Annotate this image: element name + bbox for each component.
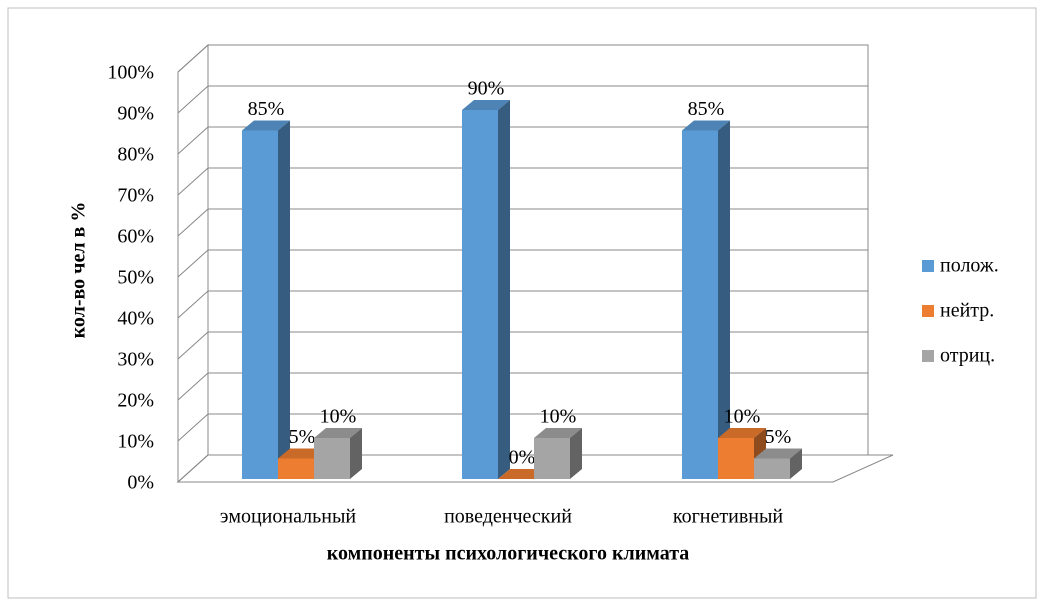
bar-side bbox=[718, 120, 730, 479]
grid-line bbox=[177, 249, 868, 278]
grid-line bbox=[177, 167, 868, 196]
y-tick-label: 70% bbox=[117, 185, 154, 207]
x-tick-label: эмоциональный bbox=[220, 506, 356, 528]
grid-line bbox=[177, 290, 868, 319]
y-tick-label: 40% bbox=[117, 308, 154, 330]
grid-line bbox=[177, 208, 868, 237]
legend-swatch bbox=[922, 350, 934, 362]
bar-top bbox=[682, 120, 730, 131]
x-tick-label: когнетивный bbox=[673, 506, 784, 528]
bar bbox=[314, 428, 362, 479]
bar bbox=[754, 448, 802, 479]
bar-top bbox=[534, 428, 582, 438]
grid-line bbox=[177, 331, 868, 360]
grid-line bbox=[177, 44, 868, 73]
grid-line bbox=[177, 454, 868, 483]
data-label: 10% bbox=[320, 406, 357, 428]
y-tick-label: 0% bbox=[127, 472, 154, 494]
y-tick-label: 20% bbox=[117, 390, 154, 412]
bar-side bbox=[570, 428, 582, 479]
y-tick-label: 50% bbox=[117, 267, 154, 289]
grid-line bbox=[177, 126, 868, 155]
grid-line bbox=[177, 85, 868, 114]
y-tick-label: 60% bbox=[117, 226, 154, 248]
bar-top bbox=[754, 448, 802, 459]
bar-side bbox=[498, 100, 510, 479]
y-tick-label: 10% bbox=[117, 431, 154, 453]
bar bbox=[718, 428, 766, 479]
bar-top bbox=[718, 428, 766, 438]
bar-front bbox=[682, 130, 718, 479]
bar bbox=[462, 100, 510, 479]
legend-label: отриц. bbox=[940, 345, 995, 367]
bar-top bbox=[462, 100, 510, 110]
chart-border bbox=[7, 7, 1037, 599]
y-tick-label: 80% bbox=[117, 144, 154, 166]
bar-side bbox=[350, 428, 362, 479]
data-label: 5% bbox=[289, 426, 316, 448]
data-label: 10% bbox=[724, 406, 761, 428]
bar-side bbox=[278, 120, 290, 479]
y-axis-title: кол-во чел в % bbox=[68, 202, 90, 339]
legend-label: полож. bbox=[940, 255, 999, 277]
legend-swatch bbox=[922, 305, 934, 317]
data-label: 5% bbox=[765, 426, 792, 448]
bar-front bbox=[242, 130, 278, 479]
x-axis-title: компоненты психологического климата bbox=[327, 543, 690, 565]
bar-top bbox=[242, 120, 290, 131]
bar-side bbox=[790, 448, 802, 479]
data-label: 90% bbox=[468, 78, 505, 100]
bar-front bbox=[754, 458, 790, 479]
y-tick-label: 90% bbox=[117, 103, 154, 125]
legend-swatch bbox=[922, 260, 934, 272]
legend-label: нейтр. bbox=[940, 300, 994, 322]
data-label: 85% bbox=[248, 98, 285, 120]
bar-front bbox=[718, 438, 754, 479]
bar-front bbox=[462, 110, 498, 479]
grid-line bbox=[177, 413, 868, 442]
bar-top bbox=[314, 428, 362, 438]
bar bbox=[682, 120, 730, 479]
data-label: 10% bbox=[540, 406, 577, 428]
y-tick-label: 30% bbox=[117, 349, 154, 371]
y-tick-label: 100% bbox=[107, 62, 154, 84]
bar-front bbox=[314, 438, 350, 479]
data-label: 0% bbox=[509, 447, 536, 469]
bar-front bbox=[534, 438, 570, 479]
grid-line bbox=[177, 372, 868, 401]
bar-front bbox=[278, 458, 314, 479]
x-tick-label: поведенческий bbox=[444, 506, 572, 528]
bar bbox=[242, 120, 290, 479]
bar bbox=[534, 428, 582, 479]
data-label: 85% bbox=[688, 98, 725, 120]
